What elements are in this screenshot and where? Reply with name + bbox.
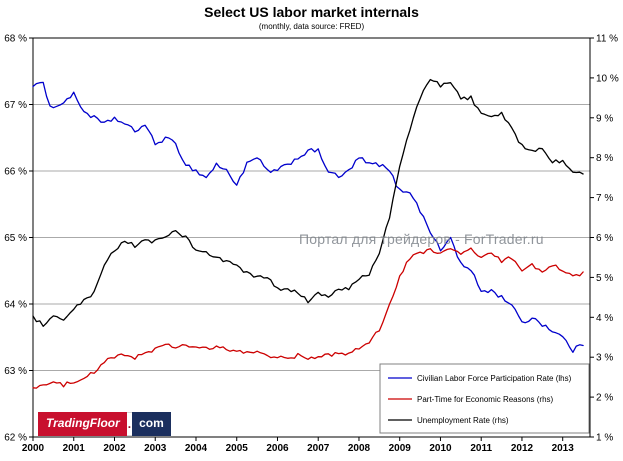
y-axis-label-right: 10 % (596, 73, 619, 84)
y-axis-label-left: 67 % (4, 100, 27, 111)
y-axis-label-right: 1 % (596, 433, 613, 444)
chart-title: Select US labor market internals (204, 4, 419, 20)
logo-dot: . (126, 412, 133, 436)
y-axis-label-right: 5 % (596, 273, 613, 284)
x-axis-label: 2003 (144, 443, 167, 454)
x-axis-label: 2010 (429, 443, 452, 454)
logo-brand: TradingFloor (38, 412, 127, 436)
y-axis-label-left: 68 % (4, 34, 27, 45)
y-axis-label-right: 4 % (596, 313, 613, 324)
y-axis-label-right: 8 % (596, 153, 613, 164)
y-axis-label-left: 65 % (4, 233, 27, 244)
y-axis-label-right: 6 % (596, 233, 613, 244)
y-axis-label-right: 2 % (596, 393, 613, 404)
legend-item-label: Part-Time for Economic Reasons (rhs) (417, 395, 554, 404)
y-axis-label-right: 7 % (596, 193, 613, 204)
series-line-0 (32, 81, 584, 353)
x-axis-label: 2011 (470, 443, 492, 454)
legend-item-label: Civilian Labor Force Participation Rate … (417, 374, 572, 383)
series-line-2 (32, 78, 584, 327)
x-axis-label: 2007 (307, 443, 330, 454)
x-axis-label: 2000 (22, 443, 45, 454)
series-line-1 (32, 247, 584, 389)
y-axis-label-left: 66 % (4, 167, 27, 178)
x-axis-label: 2009 (389, 443, 412, 454)
watermark-text: Портал для трейдеров - ForTrader.ru (299, 231, 544, 247)
x-axis-label: 2008 (348, 443, 371, 454)
y-axis-label-right: 11 % (596, 34, 618, 45)
x-axis-label: 2006 (266, 443, 289, 454)
x-axis-label: 2005 (226, 443, 249, 454)
y-axis-label-left: 63 % (4, 366, 27, 377)
logo-tld: com (132, 412, 171, 436)
tradingfloor-logo: TradingFloor. com (38, 412, 171, 436)
legend-item-label: Unemployment Rate (rhs) (417, 416, 509, 425)
chart-subtitle: (monthly, data source: FRED) (258, 22, 365, 31)
y-axis-label-left: 64 % (4, 300, 27, 311)
x-axis-label: 2001 (63, 443, 86, 454)
x-axis-label: 2012 (511, 443, 534, 454)
y-axis-label-left: 62 % (4, 433, 27, 444)
legend-box (379, 363, 590, 434)
x-axis-label: 2013 (552, 443, 575, 454)
y-axis-label-right: 3 % (596, 353, 613, 364)
x-axis-label: 2002 (103, 443, 126, 454)
x-axis-label: 2004 (185, 443, 208, 454)
y-axis-label-right: 9 % (596, 113, 613, 124)
